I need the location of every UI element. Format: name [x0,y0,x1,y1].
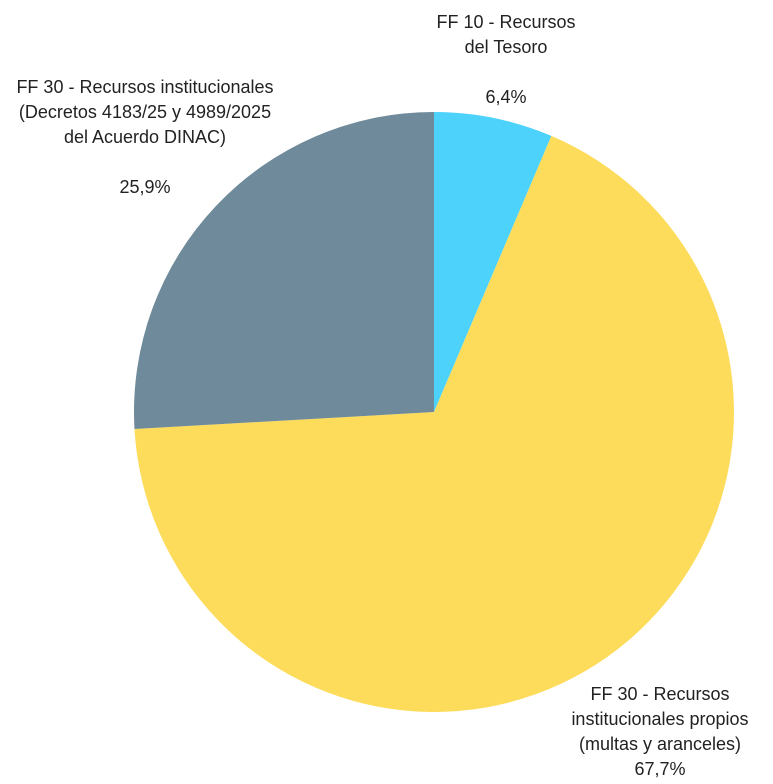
slice-value-label: 67,7% [634,759,686,779]
pie-slice [134,112,434,429]
slice-label: FF 10 - Recursos del Tesoro [436,12,576,57]
pie-slice [134,135,734,713]
slice-value-label: 25,9% [119,177,171,197]
pie-slice [434,112,552,412]
slice-label: FF 30 - Recursos institucionales (Decret… [16,77,274,147]
slice-label: FF 30 - Recursos institucionales propios… [571,684,749,754]
slice-value-label: 6,4% [485,87,527,107]
